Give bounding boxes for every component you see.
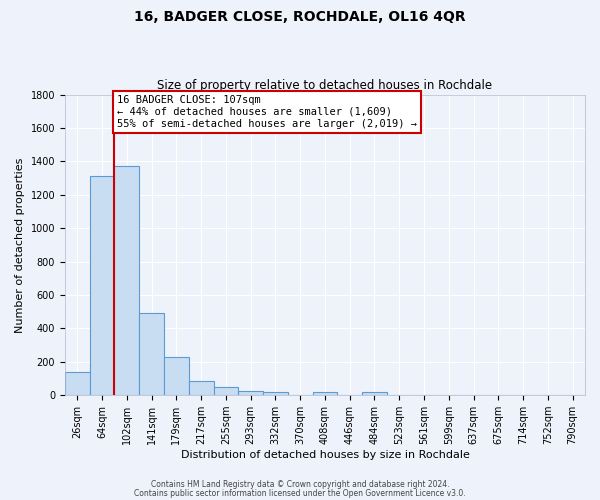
Bar <box>263 392 288 395</box>
Bar <box>189 381 214 395</box>
Bar <box>139 314 164 395</box>
Bar <box>164 357 189 395</box>
Bar <box>238 390 263 395</box>
Bar <box>313 392 337 395</box>
Text: Contains HM Land Registry data © Crown copyright and database right 2024.: Contains HM Land Registry data © Crown c… <box>151 480 449 489</box>
Bar <box>65 372 89 395</box>
Text: 16 BADGER CLOSE: 107sqm
← 44% of detached houses are smaller (1,609)
55% of semi: 16 BADGER CLOSE: 107sqm ← 44% of detache… <box>117 96 417 128</box>
Y-axis label: Number of detached properties: Number of detached properties <box>15 157 25 332</box>
Text: Contains public sector information licensed under the Open Government Licence v3: Contains public sector information licen… <box>134 488 466 498</box>
Title: Size of property relative to detached houses in Rochdale: Size of property relative to detached ho… <box>157 79 493 92</box>
X-axis label: Distribution of detached houses by size in Rochdale: Distribution of detached houses by size … <box>181 450 469 460</box>
Bar <box>115 166 139 395</box>
Bar <box>362 392 387 395</box>
Bar <box>89 176 115 395</box>
Bar <box>214 387 238 395</box>
Text: 16, BADGER CLOSE, ROCHDALE, OL16 4QR: 16, BADGER CLOSE, ROCHDALE, OL16 4QR <box>134 10 466 24</box>
